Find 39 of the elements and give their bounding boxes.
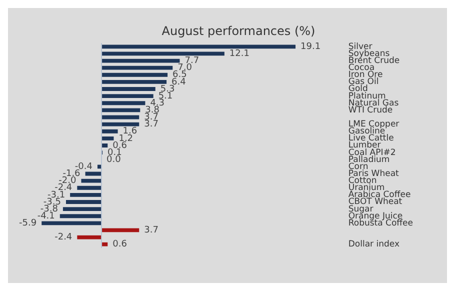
bar — [77, 186, 102, 190]
y-tick-label: Dollar index — [348, 240, 400, 250]
bar — [102, 87, 156, 91]
bar — [102, 115, 140, 120]
bar — [102, 52, 224, 56]
bar — [102, 136, 114, 140]
y-tick-label: Soybeans — [348, 48, 390, 59]
data-label: 3.7 — [144, 226, 158, 236]
bar — [66, 200, 102, 204]
bar — [102, 122, 140, 126]
bar — [81, 178, 102, 183]
bar — [102, 101, 146, 106]
data-label: -4.1 — [37, 211, 55, 222]
data-label: -5.9 — [19, 218, 37, 229]
bar — [42, 221, 102, 226]
y-tick-label: Sugar — [348, 204, 374, 214]
bar — [97, 164, 102, 169]
bar — [102, 44, 296, 49]
bar — [102, 129, 118, 134]
bar — [102, 242, 108, 246]
bar — [77, 235, 102, 240]
bar — [102, 144, 108, 148]
bar — [102, 228, 140, 232]
data-label: 0.6 — [112, 240, 128, 250]
bar — [102, 108, 140, 112]
bar — [102, 94, 154, 98]
data-label: -2.4 — [54, 232, 72, 243]
bar — [70, 192, 102, 197]
y-tick-label: WTI Crude — [348, 105, 393, 116]
chart-title: August performances (%) — [162, 24, 316, 38]
data-label: 0.0 — [106, 154, 122, 165]
bar — [102, 72, 168, 77]
bar — [102, 80, 167, 84]
bar — [62, 207, 102, 211]
bar — [60, 214, 102, 218]
data-label: 12.1 — [229, 49, 250, 60]
bar — [102, 66, 173, 70]
bar — [102, 58, 180, 63]
data-label: 19.1 — [300, 42, 321, 52]
